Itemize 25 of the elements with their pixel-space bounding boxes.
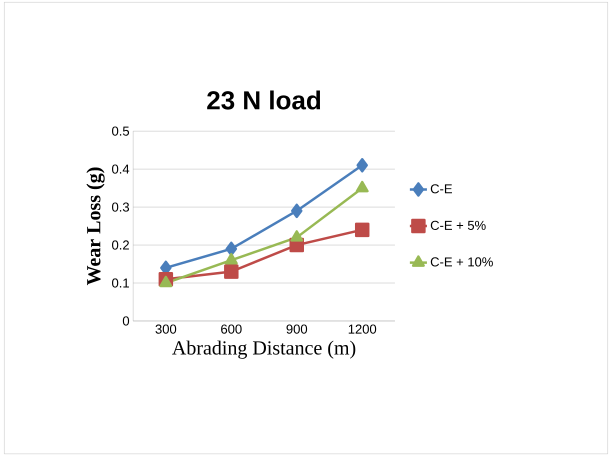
point xyxy=(224,252,238,264)
point xyxy=(291,204,303,218)
point xyxy=(290,230,304,242)
y-axis-title: Wear Loss (g) xyxy=(86,167,105,286)
x-axis-title: Abrading Distance (m) xyxy=(172,340,356,359)
x-tick-label: 1200 xyxy=(348,324,376,334)
point xyxy=(159,276,172,288)
y-tick-label: 0.1 xyxy=(112,278,129,288)
point xyxy=(224,264,239,279)
point xyxy=(356,158,368,172)
legend-label: C-E xyxy=(430,184,452,194)
legend-label: C-E + 5% xyxy=(430,220,486,230)
y-tick-label: 0 xyxy=(122,316,130,326)
point xyxy=(226,242,238,256)
x-tick-label: 600 xyxy=(221,324,242,334)
y-tick-label: 0.4 xyxy=(112,164,130,174)
legend-label: C-E + 10% xyxy=(430,257,493,266)
point xyxy=(354,222,370,238)
x-tick-label: 300 xyxy=(156,324,176,334)
y-tick-label: 0.3 xyxy=(112,202,130,212)
y-tick-label: 0.2 xyxy=(112,240,129,250)
x-tick-label: 900 xyxy=(286,324,308,334)
chart-title: 23 N load xyxy=(207,90,320,110)
point xyxy=(356,180,369,192)
y-tick-label: 0.5 xyxy=(112,126,130,136)
